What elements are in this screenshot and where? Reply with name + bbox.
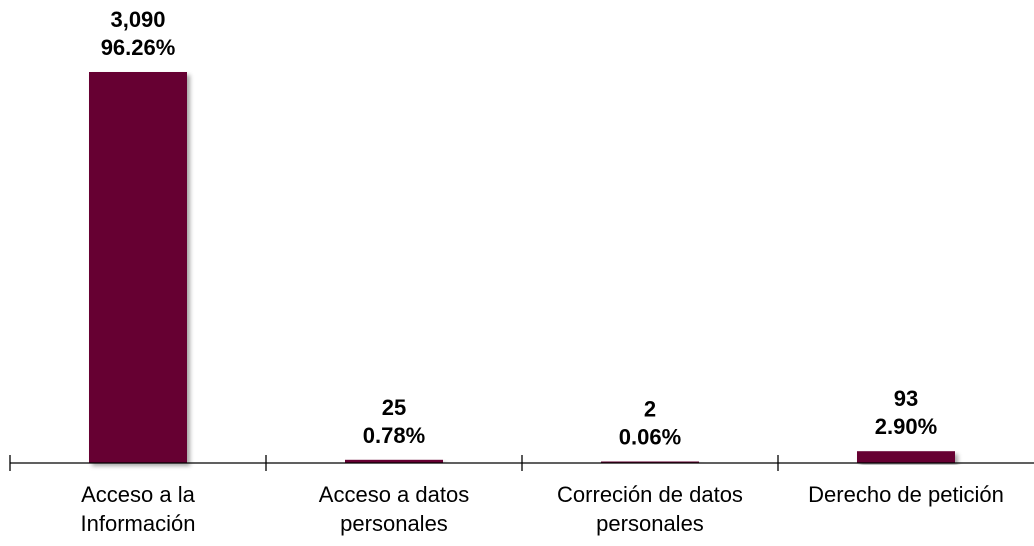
x-tick-label-2-0: Correción de datos	[557, 482, 743, 507]
labels-group: 3,090 96.26% 25 0.78% 2 0.06% 93 2.90% Acceso a …	[81, 7, 1004, 536]
x-tick-label-1-1: personales	[340, 511, 448, 536]
data-label-value-3: 93	[894, 386, 918, 411]
bar-0	[89, 72, 187, 463]
bar-3	[857, 451, 955, 463]
data-label-percent-1: 0.78%	[363, 423, 425, 448]
x-tick-label-3-0: Derecho de petición	[808, 482, 1004, 507]
bars-group	[89, 72, 955, 463]
x-tick-label-2-1: personales	[596, 511, 704, 536]
x-tick-label-0-0: Acceso a la	[81, 482, 195, 507]
data-label-percent-3: 2.90%	[875, 414, 937, 439]
bar-1	[345, 459, 443, 463]
x-tick-label-0-1: Información	[81, 511, 196, 536]
x-tick-label-1-0: Acceso a datos	[319, 482, 469, 507]
data-label-percent-0: 96.26%	[101, 35, 176, 60]
data-label-percent-2: 0.06%	[619, 425, 681, 450]
x-axis	[9, 455, 1034, 471]
data-label-value-1: 25	[382, 395, 406, 420]
bar-2	[601, 461, 699, 463]
data-label-value-2: 2	[644, 397, 656, 422]
data-label-value-0: 3,090	[110, 7, 165, 32]
